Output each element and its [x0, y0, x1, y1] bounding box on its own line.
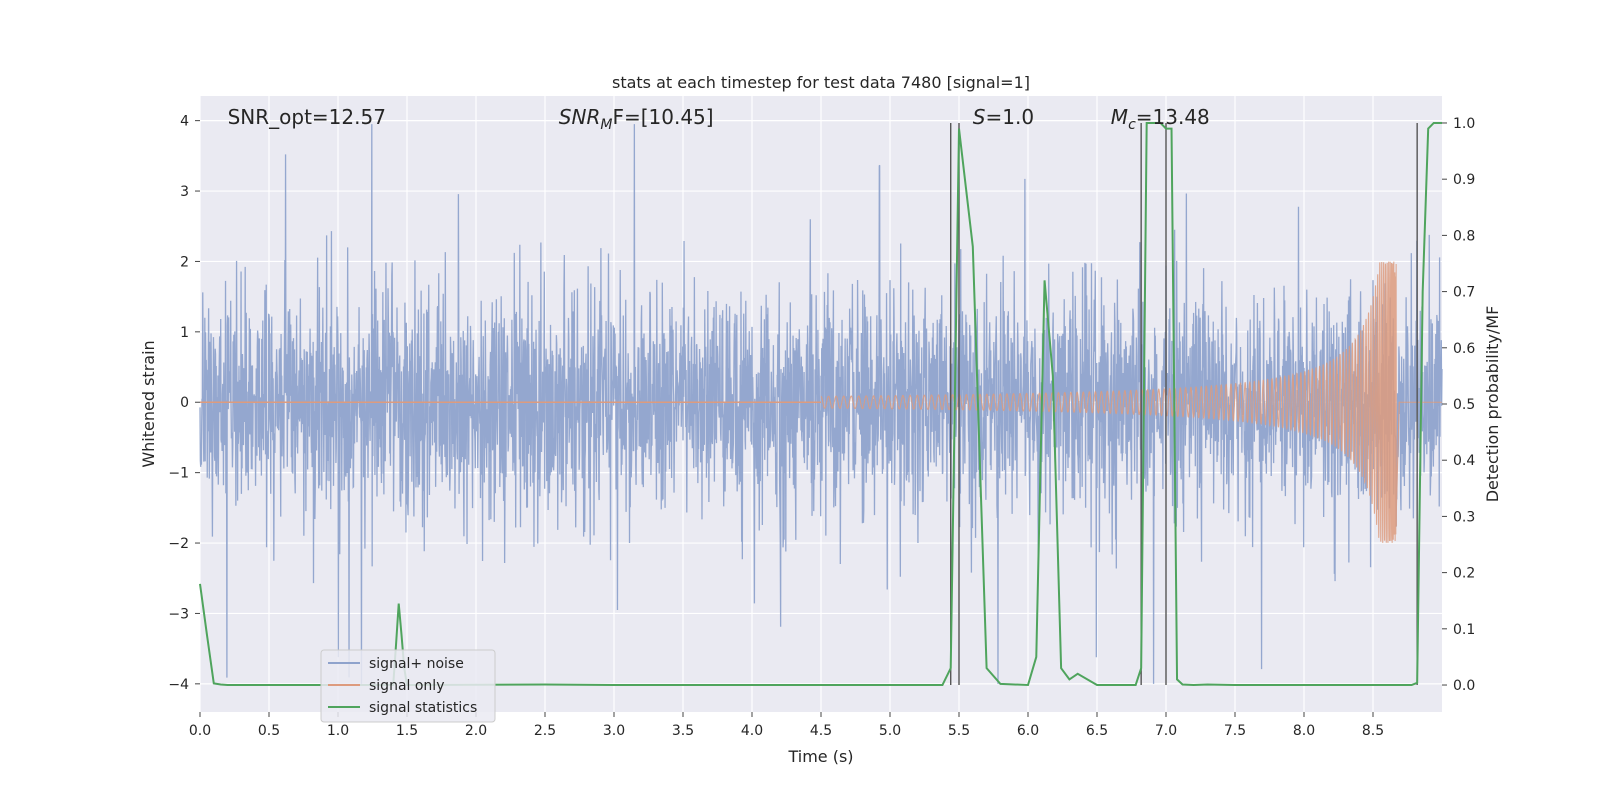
legend-box [320, 649, 496, 723]
y-tick-label-1: 3 [180, 184, 189, 200]
x-tick-label-8: 4.0 [741, 723, 763, 739]
annotation-mc-value: Mc=13.48 [1111, 105, 1210, 133]
x-tick-label-12: 6.0 [1017, 723, 1039, 739]
x-tick-label-9: 4.5 [810, 723, 832, 739]
series-signal-only [200, 261, 1442, 543]
ticks: 0.0 0.5 1.0 1.5 2.0 2.5 3.0 3.5 4.0 4.5 5.0 5.5 6.0 6… [168, 114, 1475, 739]
y-tick-label-7: −3 [168, 606, 189, 622]
series-line-signal-statistics [199, 121, 1442, 687]
x-tick-label-0: 0.0 [189, 723, 211, 739]
series-signal-statistics [199, 121, 1442, 687]
x-tick-label-1: 0.5 [258, 723, 280, 739]
y2-axis-label: Detection probability/MF [1483, 306, 1502, 503]
y2-tick-label-7: 0.3 [1453, 509, 1475, 525]
legend: signal+ noise signal only signal statist… [320, 649, 496, 723]
x-tick-label-14: 7.0 [1155, 723, 1177, 739]
x-tick-label-4: 2.0 [465, 723, 487, 739]
x-tick-label-17: 8.5 [1362, 723, 1384, 739]
y2-tick-label-0: 1.0 [1453, 116, 1475, 132]
chart-title: stats at each timestep for test data 748… [612, 73, 1030, 92]
y2-tick-label-2: 0.8 [1453, 228, 1475, 244]
y-tick-label-2: 2 [180, 254, 189, 270]
annotation-snr-opt: SNR_opt=12.57 [228, 105, 386, 129]
vertical-lines [950, 122, 1418, 686]
x-axis-label: Time (s) [787, 747, 853, 766]
x-tick-label-2: 1.0 [327, 723, 349, 739]
y-tick-label-8: −4 [168, 677, 189, 693]
y2-tick-label-1: 0.9 [1453, 172, 1475, 188]
y2-tick-label-4: 0.6 [1453, 341, 1475, 357]
y2-tick-label-9: 0.1 [1453, 622, 1475, 638]
x-tick-label-5: 2.5 [534, 723, 556, 739]
legend-label-signal-noise: signal+ noise [369, 656, 464, 672]
y-tick-label-3: 1 [180, 325, 189, 341]
y-tick-label-0: 4 [180, 114, 189, 130]
y-tick-label-4: 0 [180, 395, 189, 411]
series-line-signal-noise [199, 124, 1443, 684]
y2-tick-label-10: 0.0 [1453, 678, 1475, 694]
x-tick-label-11: 5.5 [948, 723, 970, 739]
x-tick-label-7: 3.5 [672, 723, 694, 739]
legend-label-signal-statistics: signal statistics [369, 700, 477, 716]
x-tick-label-16: 8.0 [1293, 723, 1315, 739]
x-tick-label-15: 7.5 [1224, 723, 1246, 739]
series-signal-noise [199, 124, 1443, 684]
x-tick-label-6: 3.0 [603, 723, 625, 739]
annotation-s-value: S=1.0 [973, 105, 1034, 129]
annotations: SNR_opt=12.57 SNRMF=[10.45] S=1.0 Mc=13.48 [228, 105, 1210, 133]
y-axis-label: Whitened strain [139, 340, 158, 467]
x-tick-label-3: 1.5 [396, 723, 418, 739]
y-tick-label-6: −2 [168, 536, 189, 552]
y2-tick-label-5: 0.5 [1453, 397, 1475, 413]
legend-label-signal-only: signal only [369, 678, 444, 694]
y2-tick-label-8: 0.2 [1453, 566, 1475, 582]
x-tick-label-10: 5.0 [879, 723, 901, 739]
y-tick-label-5: −1 [168, 466, 189, 482]
series-line-signal-only [820, 261, 1442, 543]
x-tick-label-13: 6.5 [1086, 723, 1108, 739]
y2-tick-label-6: 0.4 [1453, 453, 1475, 469]
y2-tick-label-3: 0.7 [1453, 285, 1475, 301]
annotation-snr-mf: SNRMF=[10.45] [559, 105, 714, 133]
